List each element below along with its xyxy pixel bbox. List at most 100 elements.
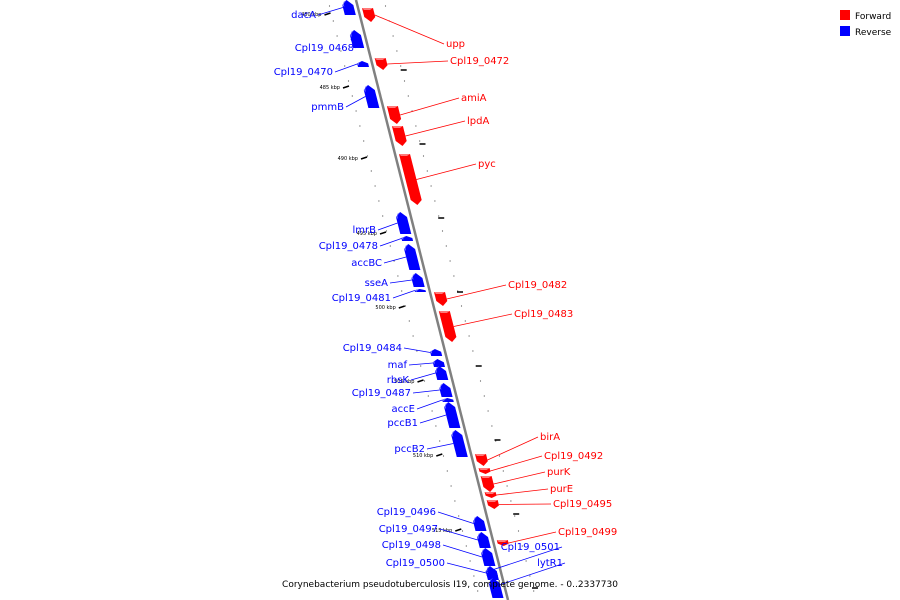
scale-dot bbox=[529, 575, 531, 577]
leader-line bbox=[439, 528, 478, 541]
scale-dot bbox=[514, 515, 516, 517]
scale-dot bbox=[487, 410, 489, 412]
gene-label: dacA bbox=[291, 10, 316, 21]
scale-dot bbox=[420, 365, 422, 367]
gene-label: Cpl19_0472 bbox=[450, 56, 509, 67]
gene-label: pmmB bbox=[311, 102, 344, 113]
scale-dot bbox=[445, 245, 447, 247]
scale-dot bbox=[366, 155, 369, 157]
scale-dot bbox=[446, 470, 448, 472]
scale-dot bbox=[400, 65, 402, 67]
scale-dot bbox=[464, 320, 466, 322]
leader-line bbox=[412, 389, 440, 394]
gene-feature-sseA bbox=[411, 273, 425, 287]
gene-feature-Cpl19_0470 bbox=[357, 61, 369, 67]
leader-line bbox=[446, 562, 487, 574]
tick-label: 490 kbp bbox=[338, 156, 358, 162]
tick-mark bbox=[455, 528, 462, 532]
leader-line bbox=[493, 471, 546, 485]
gene-label: Cpl19_0483 bbox=[514, 309, 573, 320]
tick-mark bbox=[360, 156, 368, 160]
scale-dot bbox=[355, 110, 357, 112]
leader-line bbox=[496, 488, 549, 496]
scale-dot bbox=[469, 560, 471, 562]
scale-dot bbox=[404, 305, 407, 307]
leader-line bbox=[410, 372, 436, 381]
gene-label: Cpl19_0498 bbox=[382, 540, 441, 551]
scale-dot bbox=[407, 95, 409, 97]
gene-feature-birA bbox=[475, 454, 488, 466]
gene-label: lytR1 bbox=[537, 558, 563, 569]
gene-label: purE bbox=[550, 484, 573, 495]
scale-dot bbox=[430, 185, 432, 187]
scale-dot bbox=[472, 350, 474, 352]
gene-label: rbsK bbox=[387, 375, 410, 386]
scale-dot bbox=[533, 590, 535, 592]
scale-dot bbox=[332, 20, 334, 22]
leader-line bbox=[416, 163, 477, 180]
gene-feature-Cpl19_0497 bbox=[477, 532, 491, 548]
gene-label: purK bbox=[547, 467, 571, 478]
leader-line bbox=[389, 279, 412, 284]
gene-features bbox=[342, 0, 509, 598]
scale-dot bbox=[427, 395, 429, 397]
scale-dot bbox=[431, 410, 433, 412]
gene-label: Cpl19_0468 bbox=[295, 43, 354, 54]
leader-line bbox=[345, 96, 366, 108]
gene-label: Cpl19_0495 bbox=[553, 499, 612, 510]
gene-feature-Cpl19_0483 bbox=[438, 311, 457, 342]
gene-label: Cpl19_0482 bbox=[508, 280, 567, 291]
scale-dot bbox=[461, 530, 464, 532]
leader-line bbox=[408, 362, 434, 366]
scale-dot bbox=[363, 140, 365, 142]
gene-label: pyc bbox=[478, 159, 496, 170]
scale-dot bbox=[435, 425, 437, 427]
gene-label: maf bbox=[388, 360, 408, 371]
scale-dot bbox=[359, 125, 361, 127]
scale-dot bbox=[498, 455, 501, 457]
tick-label: 500 kbp bbox=[375, 305, 395, 311]
scale-dot bbox=[510, 500, 512, 502]
scale-dot bbox=[439, 440, 441, 442]
gene-label: Cpl19_0492 bbox=[544, 451, 603, 462]
leader-line bbox=[446, 284, 507, 300]
leader-line bbox=[508, 531, 557, 544]
leader-line bbox=[405, 120, 466, 137]
legend-swatch-forward bbox=[840, 10, 850, 20]
scale-dot bbox=[389, 245, 391, 247]
tick-label: 480 kbp bbox=[301, 12, 321, 18]
leader-line bbox=[392, 290, 415, 299]
scale-dot bbox=[382, 215, 384, 217]
gene-feature-pmmB bbox=[363, 85, 380, 108]
scale-dot bbox=[449, 260, 451, 262]
scale-dot bbox=[450, 485, 452, 487]
scale-dot bbox=[344, 65, 346, 67]
scale-dot bbox=[506, 485, 508, 487]
leader-line bbox=[416, 399, 443, 410]
gene-label: Cpl19_0501 bbox=[501, 542, 560, 553]
scale-dot bbox=[396, 50, 398, 52]
gene-labels: dacA upp Cpl19_0468 Cpl19_0472 Cpl19_0470pmm… bbox=[274, 7, 617, 589]
gene-feature-maf bbox=[432, 359, 445, 367]
gene-feature-pccB2 bbox=[451, 430, 468, 457]
leader-line bbox=[437, 511, 474, 524]
gene-feature-pyc bbox=[399, 154, 422, 205]
scale-dot bbox=[477, 590, 479, 592]
gene-feature-Cpl19_0484 bbox=[430, 349, 443, 356]
scale-dot bbox=[468, 335, 470, 337]
scale-dot bbox=[442, 455, 445, 457]
leader-line bbox=[485, 546, 563, 573]
scale-ticks: 480 kbp 485 kbp 490 kbp 495 kbp 500 kbp 505 k… bbox=[301, 12, 538, 589]
scale-dot bbox=[434, 200, 436, 202]
gene-label: lmrB bbox=[353, 225, 377, 236]
tick-label: 505 kbp bbox=[394, 379, 414, 385]
scale-dot bbox=[441, 230, 444, 232]
scale-dot bbox=[422, 155, 425, 157]
scale-dot bbox=[412, 335, 414, 337]
scale-dot bbox=[458, 515, 460, 517]
gene-feature-Cpl19_0495 bbox=[486, 500, 499, 509]
tick-mark bbox=[417, 379, 424, 383]
gene-label: Cpl19_0496 bbox=[377, 507, 436, 518]
scale-dot bbox=[328, 5, 331, 7]
gene-label: Cpl19_0487 bbox=[352, 388, 411, 399]
